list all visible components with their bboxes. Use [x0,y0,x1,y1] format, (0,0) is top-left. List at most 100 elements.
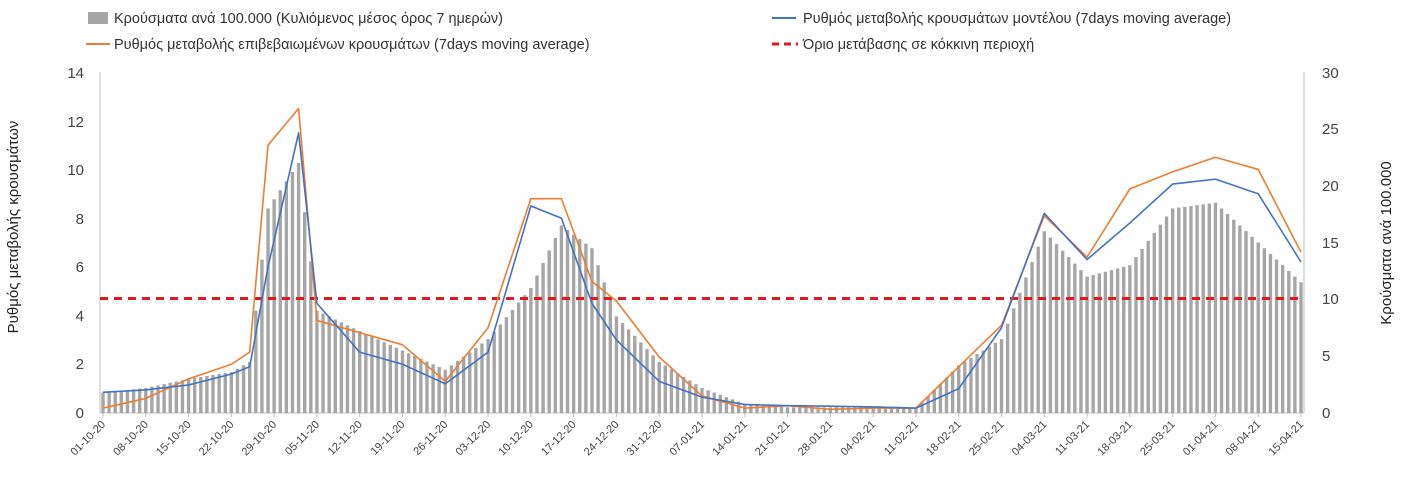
bar [1048,237,1053,413]
bar [1054,244,1059,413]
bar [822,407,826,413]
bar [376,339,380,413]
bar [724,397,729,413]
bar [1115,268,1120,413]
bar [1201,204,1205,413]
bar [620,322,625,413]
bar [1213,202,1218,413]
bar [1042,231,1046,413]
bar [272,199,276,413]
bar [773,406,778,413]
bar [834,407,839,413]
x-tick-label: 07-01-21 [667,419,707,459]
bar [449,365,454,413]
bar [981,350,985,413]
legend: Κρούσματα ανά 100.000 (Κυλιόμενος μέσος … [86,11,1231,53]
x-tick-label: 15-10-20 [154,419,194,459]
bar [1170,208,1175,413]
right-tick-label: 25 [1322,121,1339,138]
bar [987,346,991,413]
bar [1183,206,1187,413]
bar [437,367,441,413]
bar [761,405,765,413]
left-tick-label: 0 [76,405,84,422]
x-tick-label: 25-02-21 [967,419,1007,459]
x-tick-label: 31-12-20 [625,419,665,459]
bar [205,375,209,413]
bar [914,408,918,413]
bar [1268,253,1273,413]
bar [406,353,411,413]
bar [162,384,166,413]
bar [1085,276,1089,413]
bar [492,331,496,413]
bar [651,355,655,413]
bar [736,401,741,413]
x-tick-label: 18-03-21 [1095,419,1135,459]
bar [657,361,661,413]
bar [755,404,759,413]
bar [853,407,857,413]
bar [1146,240,1150,413]
bar [266,208,270,413]
bar [999,339,1004,413]
x-tick-label: 19-11-20 [369,419,408,458]
bar [364,333,368,413]
bar [516,302,521,413]
bar [590,248,594,413]
bar [382,342,386,413]
bar [455,361,460,413]
bar [694,384,698,413]
left-tick-label: 14 [67,65,84,82]
bar [370,336,374,413]
x-tick-label: 01-10-20 [68,419,108,459]
bar [345,325,350,413]
bar [1140,249,1144,413]
bar [571,234,576,413]
bar [137,388,142,413]
bar [523,295,527,413]
bar [779,406,784,413]
bar [791,407,796,413]
bar [498,324,502,413]
bar [1189,205,1193,413]
bar [192,377,197,413]
bar [578,239,582,413]
bar [938,383,943,413]
bar [510,309,515,413]
bar [1128,265,1132,413]
bar [400,350,405,413]
bar [480,343,484,413]
bar [174,381,179,413]
bar [1262,248,1267,413]
bar [1060,250,1065,413]
bar [1299,282,1303,413]
bar [700,387,704,413]
bar [1073,263,1077,413]
line-series [102,107,1302,411]
bar [339,322,344,413]
bar [865,407,869,413]
bar [254,310,258,413]
bar [584,243,588,413]
bar [211,375,215,413]
bar [902,408,906,413]
legend-confirmed-label: Ρυθμός μεταβολής επιβεβαιωμένων κρουσμάτ… [114,37,590,53]
bar [602,282,606,413]
x-tick-label: 10-12-20 [496,419,536,459]
bar [1274,259,1279,413]
legend-model-label: Ρυθμός μεταβολής κρουσμάτων μοντέλου (7d… [803,11,1231,27]
bar [926,396,930,413]
bar [1018,292,1022,413]
bar [626,329,631,413]
bar [1177,207,1181,413]
bar [535,275,539,413]
bar [706,390,710,413]
bar [895,407,900,413]
bar [675,373,680,413]
bar [1097,273,1101,413]
bar [1158,224,1163,413]
bar [144,387,148,413]
bar [260,259,264,413]
bar [358,331,362,413]
